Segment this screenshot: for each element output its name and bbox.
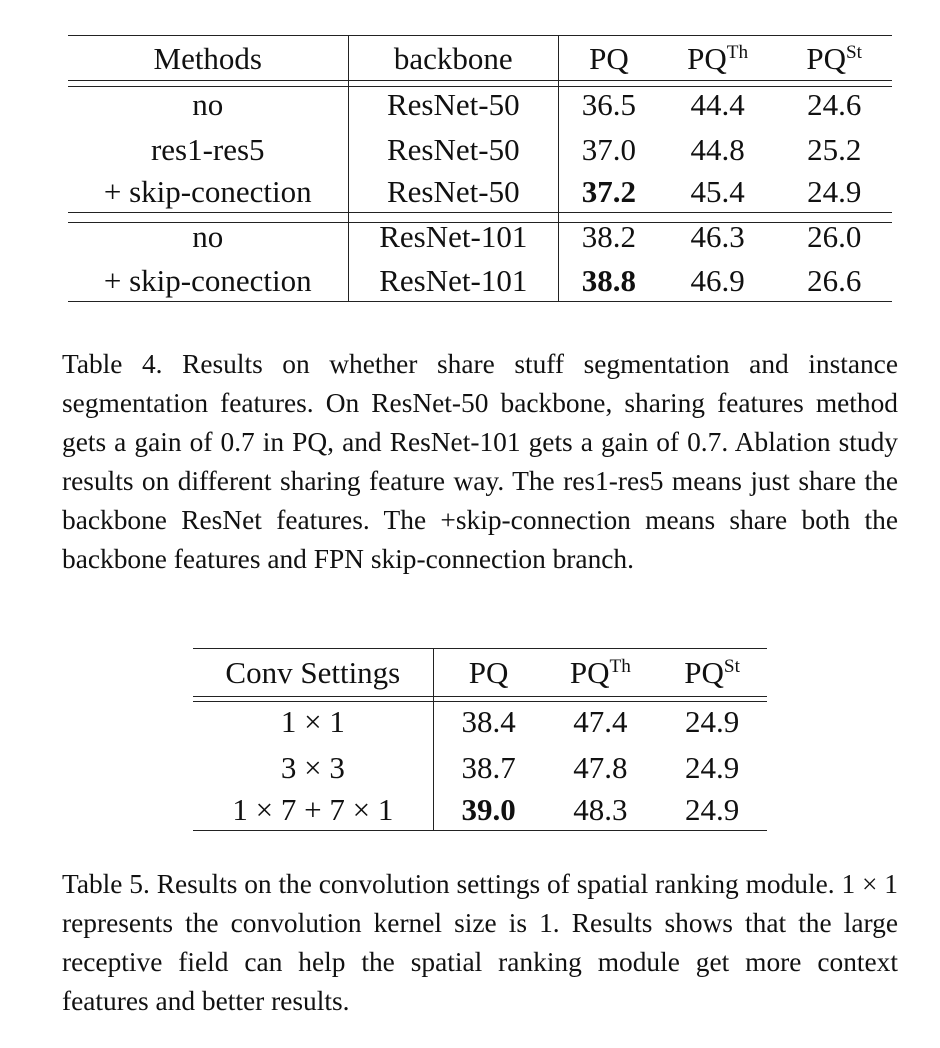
cell-conv: 1 × 1	[193, 696, 434, 747]
table-4-group-double-rule	[68, 222, 892, 223]
cell-pq: 38.7	[461, 750, 516, 785]
table-row: no ResNet-101 38.2 46.3 26.0	[68, 212, 892, 260]
header-pq-st: PQSt	[776, 35, 892, 81]
cell-pq-st: 24.9	[684, 750, 740, 785]
cell-pq-st: 24.9	[807, 173, 862, 209]
cell-pq-th: 48.3	[543, 788, 658, 831]
table-4-header-double-rule	[68, 86, 892, 87]
header-methods: Methods	[68, 35, 349, 81]
cell-pq-st: 24.9	[657, 696, 767, 747]
header-conv-settings: Conv Settings	[193, 648, 434, 697]
cell-method: res1-res5	[68, 128, 349, 171]
cell-method: no	[68, 212, 349, 260]
cell-backbone: ResNet-101	[348, 212, 560, 260]
cell-pq-st: 25.2	[807, 132, 862, 167]
cell-pq-st: 24.6	[776, 80, 892, 129]
cell-pq-th: 46.9	[658, 259, 777, 302]
cell-pq-st: 26.0	[776, 212, 892, 260]
cell-backbone: ResNet-50	[348, 80, 560, 129]
cell-conv: 1 × 7 + 7 × 1	[193, 788, 434, 831]
cell-pq-best: 39.0	[433, 788, 544, 831]
header-backbone: backbone	[348, 35, 560, 81]
cell-pq-th: 44.8	[690, 132, 745, 167]
cell-method: + skip-conection	[68, 259, 349, 302]
header-pq-st: PQSt	[657, 648, 767, 697]
table-5-header-row: Conv Settings PQ PQTh PQSt	[193, 648, 767, 697]
table-4-header-row: Methods backbone PQ PQTh PQSt	[68, 35, 892, 81]
header-pq: PQ	[558, 35, 659, 81]
header-pq-th: PQTh	[658, 35, 777, 81]
cell-pq: 37.0	[581, 132, 637, 167]
table-row: res1-res5 ResNet-50 37.0 44.8 25.2	[68, 128, 892, 171]
cell-method: no	[68, 80, 349, 129]
table-row: + skip-conection ResNet-101 38.8 46.9 26…	[68, 259, 892, 302]
cell-pq-st: 24.9	[657, 788, 767, 831]
cell-pq: 38.2	[558, 212, 659, 260]
cell-pq-th: 45.4	[690, 173, 745, 209]
cell-conv: 3 × 3	[193, 746, 434, 789]
cell-method: + skip-conection	[68, 170, 349, 213]
cell-pq-th: 47.4	[543, 696, 658, 747]
cell-backbone: ResNet-101	[348, 259, 560, 302]
cell-backbone: ResNet-50	[348, 170, 560, 213]
table-5-caption: Table 5. Results on the convolution sett…	[62, 869, 898, 1016]
table-row: no ResNet-50 36.5 44.4 24.6	[68, 80, 892, 129]
table-row: + skip-conection ResNet-50 37.2 45.4 24.…	[68, 170, 892, 213]
table-row: 1 × 7 + 7 × 1 39.0 48.3 24.9	[193, 788, 767, 831]
table-row: 3 × 3 38.7 47.8 24.9	[193, 746, 767, 789]
cell-pq: 36.5	[558, 80, 659, 129]
cell-pq: 38.4	[433, 696, 544, 747]
table-5: Conv Settings PQ PQTh PQSt 1 × 1 38.4 47…	[193, 648, 767, 831]
cell-pq-st: 26.6	[776, 259, 892, 302]
cell-pq-best: 38.8	[558, 259, 659, 302]
cell-pq-th: 47.8	[573, 750, 628, 785]
table-4: Methods backbone PQ PQTh PQSt no ResNet-…	[68, 35, 892, 302]
header-pq: PQ	[433, 648, 544, 697]
cell-pq-th: 44.4	[658, 80, 777, 129]
cell-backbone: ResNet-50	[348, 128, 560, 171]
table-row: 1 × 1 38.4 47.4 24.9	[193, 696, 767, 747]
header-pq-th: PQTh	[543, 648, 658, 697]
table-4-caption: Table 4. Results on whether share stuff …	[62, 349, 898, 574]
cell-pq-best: 37.2	[581, 173, 637, 209]
cell-pq-th: 46.3	[658, 212, 777, 260]
